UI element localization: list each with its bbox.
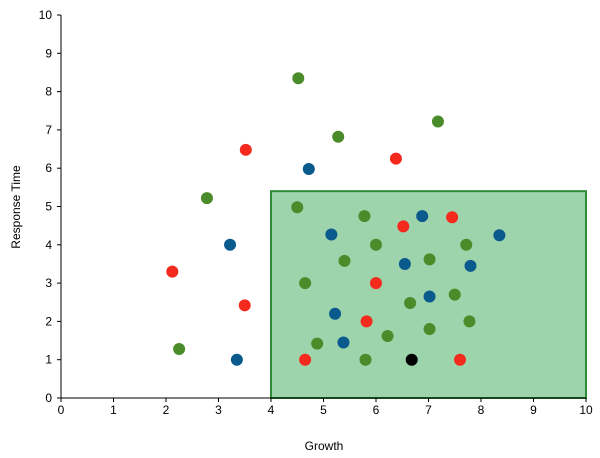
data-point-red (446, 211, 459, 224)
data-point-green (292, 72, 305, 85)
data-point-green (404, 297, 417, 310)
y-axis-title: Response Time (9, 165, 23, 249)
data-point-green (463, 315, 476, 328)
y-tick-label: 3 (45, 276, 52, 290)
y-tick-label: 2 (45, 314, 52, 328)
data-point-green (358, 210, 371, 223)
y-tick-label: 8 (45, 85, 52, 99)
y-tick-label: 1 (45, 353, 52, 367)
x-tick-label: 7 (425, 403, 432, 417)
data-point-green (200, 192, 213, 205)
data-point-blue (302, 162, 315, 175)
x-tick-label: 0 (58, 403, 65, 417)
data-point-green (460, 238, 473, 251)
data-point-green (299, 277, 312, 290)
data-point-green (423, 323, 436, 336)
x-tick-label: 1 (110, 403, 117, 417)
x-tick-label: 2 (163, 403, 170, 417)
data-point-blue (416, 210, 429, 223)
x-tick-label: 6 (373, 403, 380, 417)
x-tick-label: 3 (215, 403, 222, 417)
data-point-green (370, 238, 382, 251)
data-point-red (299, 353, 312, 366)
data-point-blue (230, 353, 243, 366)
y-tick-label: 4 (45, 238, 52, 252)
data-point-blue (337, 336, 350, 349)
data-point-red (238, 299, 251, 312)
x-tick-label: 10 (579, 403, 593, 417)
data-point-red (360, 315, 373, 328)
data-point-red (370, 277, 382, 290)
y-tick-label: 0 (45, 391, 52, 405)
data-point-red (389, 152, 402, 165)
tick-labels: 0 1 2 3 4 5 6 7 8 9 10 0 1 2 3 4 5 6 7 8 9 10 (39, 8, 593, 417)
data-point-blue (224, 238, 237, 251)
data-point-green (431, 115, 444, 128)
y-tick-label: 7 (45, 123, 52, 137)
axes (57, 14, 587, 402)
data-point-green (291, 201, 304, 214)
data-point-green (338, 254, 351, 267)
y-tick-label: 5 (45, 200, 52, 214)
x-tick-label: 4 (268, 403, 275, 417)
data-point-red (397, 220, 410, 233)
data-point-red (239, 143, 252, 156)
x-axis-title: Growth (305, 439, 344, 453)
data-point-blue (493, 229, 506, 242)
data-point-blue (329, 307, 342, 320)
data-points (166, 72, 506, 366)
data-point-green (173, 342, 186, 355)
data-point-blue (325, 228, 338, 241)
x-tick-label: 9 (530, 403, 537, 417)
data-point-blue (398, 257, 411, 270)
data-point-green (448, 288, 461, 301)
data-point-black (405, 353, 418, 366)
y-tick-label: 10 (39, 8, 53, 22)
data-point-green (423, 253, 436, 266)
data-point-red (454, 353, 466, 366)
data-point-green (381, 329, 394, 342)
data-point-green (332, 130, 345, 143)
data-point-green (359, 353, 372, 366)
x-tick-label: 8 (478, 403, 485, 417)
data-point-red (166, 265, 179, 278)
data-point-green (311, 337, 324, 350)
data-point-blue (423, 290, 436, 303)
y-tick-label: 6 (45, 161, 52, 175)
x-tick-label: 5 (320, 403, 327, 417)
y-tick-label: 9 (45, 46, 52, 60)
data-point-blue (464, 259, 477, 272)
